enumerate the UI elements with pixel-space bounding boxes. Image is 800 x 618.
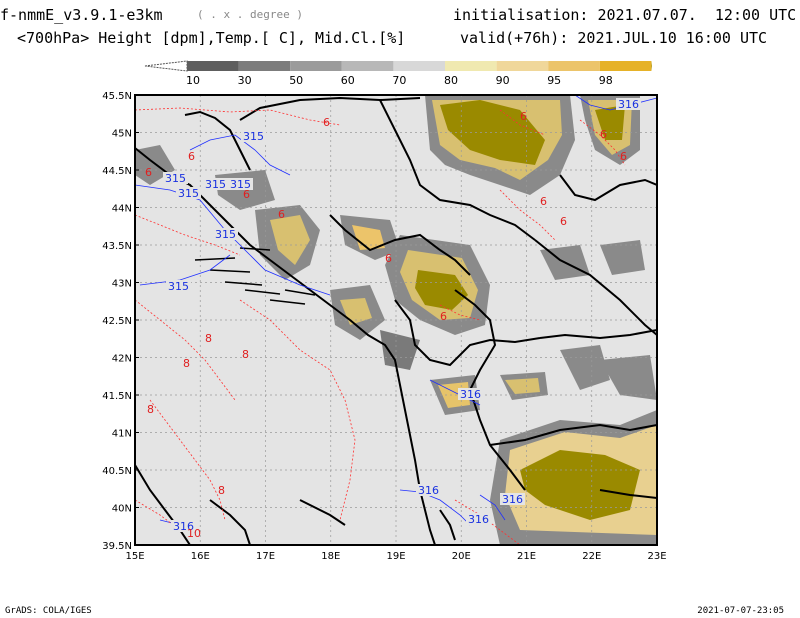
mid-cloud-cover <box>135 95 657 545</box>
lon-label: 23E <box>647 551 666 562</box>
temp-contour-label: 6 <box>520 110 527 123</box>
temp-contour-label: 8 <box>183 357 190 370</box>
lat-label: 41.5N <box>102 391 132 402</box>
temp-contour-label: 6 <box>323 116 330 129</box>
lon-label: 16E <box>191 551 210 562</box>
height-contour-label: 315 <box>178 187 199 200</box>
temp-contour-label: 10 <box>187 527 201 540</box>
lat-label: 41N <box>112 429 132 440</box>
height-contour-label: 316 <box>173 520 194 533</box>
lon-label: 19E <box>386 551 405 562</box>
lat-label: 43.5N <box>102 241 132 252</box>
model-title: f-nmmE_v3.9.1-e3km <box>0 6 163 24</box>
scale-label: 70 <box>392 74 406 87</box>
units-note: ( . x . degree ) <box>197 8 303 21</box>
lon-label: 15E <box>125 551 144 562</box>
scale-label: 60 <box>341 74 355 87</box>
height-contour-label: 316 <box>502 493 523 506</box>
scale-low-arrow <box>144 60 188 72</box>
scale-cell <box>238 61 291 71</box>
scale-label: 95 <box>547 74 561 87</box>
lat-label: 45.5N <box>102 91 132 102</box>
temp-contour-label: 6 <box>243 188 250 201</box>
height-contour-label: 315 <box>165 172 186 185</box>
scale-cell <box>290 61 342 71</box>
init-value: 2021.07.07. 12:00 UTC <box>597 6 797 24</box>
scale-label: 30 <box>238 74 252 87</box>
temp-contour-label: 8 <box>218 484 225 497</box>
lon-label: 20E <box>452 551 471 562</box>
lon-label: 18E <box>321 551 340 562</box>
height-contour-label: 315 <box>205 178 226 191</box>
temp-contour-label: 8 <box>205 332 212 345</box>
scale-label: 50 <box>289 74 303 87</box>
temp-contour-label: 6 <box>600 128 607 141</box>
scale-cell <box>548 61 600 71</box>
lon-label: 17E <box>256 551 275 562</box>
lat-label: 42.5N <box>102 316 132 327</box>
temp-contour-label: 6 <box>440 310 447 323</box>
islands <box>194 247 316 305</box>
height-contour-label: 315 <box>215 228 236 241</box>
temp-contour-label: 6 <box>145 166 152 179</box>
scale-cell <box>599 61 652 71</box>
lat-label: 40.5N <box>102 466 132 477</box>
temp-contour-label: 6 <box>188 150 195 163</box>
scale-label: 80 <box>444 74 458 87</box>
valid-label: valid(+76h): <box>460 29 569 47</box>
scale-cell <box>496 61 549 71</box>
height-contour-label: 316 <box>618 98 639 111</box>
temp-contour-label: 8 <box>147 403 154 416</box>
color-scale: 10 30 50 60 70 80 90 95 98 <box>144 60 652 87</box>
lat-lon-grid <box>135 95 657 545</box>
height-contour-label: 315 <box>243 130 264 143</box>
scale-label: 90 <box>496 74 510 87</box>
lat-label: 44.5N <box>102 166 132 177</box>
scale-cell <box>341 61 394 71</box>
timestamp: 2021-07-07-23:05 <box>697 606 784 616</box>
valid-time: valid(+76h): 2021.JUL.10 16:00 UTC <box>460 29 767 47</box>
height-contour-label: 316 <box>418 484 439 497</box>
temp-contour-label: 8 <box>242 348 249 361</box>
init-time: initialisation: 2021.07.07. 12:00 UTC <box>453 6 796 24</box>
lon-label: 22E <box>582 551 601 562</box>
longitude-axis: 15E 16E 17E 18E 19E 20E 21E 22E 23E <box>125 551 666 562</box>
lon-label: 21E <box>517 551 536 562</box>
latitude-axis: 45.5N 45N 44.5N 44N 43.5N 43N 42.5N 42N 41.5N 41N… <box>102 91 139 552</box>
scale-label: 10 <box>186 74 200 87</box>
lat-label: 43N <box>112 279 132 290</box>
temp-contour-label: 6 <box>620 150 627 163</box>
lat-label: 45N <box>112 129 132 140</box>
scale-cell <box>187 61 239 71</box>
temp-contour-label: 6 <box>385 252 392 265</box>
scale-high-arrow <box>651 61 652 71</box>
grads-credit: GrADS: COLA/IGES <box>5 606 92 616</box>
coastlines-borders <box>135 96 657 545</box>
temp-contour-label: 6 <box>278 208 285 221</box>
height-contour-label: 315 <box>230 178 251 191</box>
init-label: initialisation: <box>453 6 589 24</box>
temp-contour-label: 6 <box>540 195 547 208</box>
lat-label: 42N <box>112 354 132 365</box>
height-contour-label: 316 <box>468 513 489 526</box>
valid-value: 2021.JUL.10 16:00 UTC <box>577 29 768 47</box>
field-subtitle: <700hPa> Height [dpm],Temp.[ C], Mid.Cl.… <box>17 29 406 47</box>
scale-label: 98 <box>599 74 613 87</box>
lat-label: 39.5N <box>102 541 132 552</box>
lat-label: 44N <box>112 204 132 215</box>
scale-cell <box>445 61 497 71</box>
height-contour-label: 315 <box>168 280 189 293</box>
temp-contour-label: 6 <box>560 215 567 228</box>
lat-label: 40N <box>112 504 132 515</box>
scale-cell <box>393 61 445 71</box>
height-contour-label: 316 <box>460 388 481 401</box>
